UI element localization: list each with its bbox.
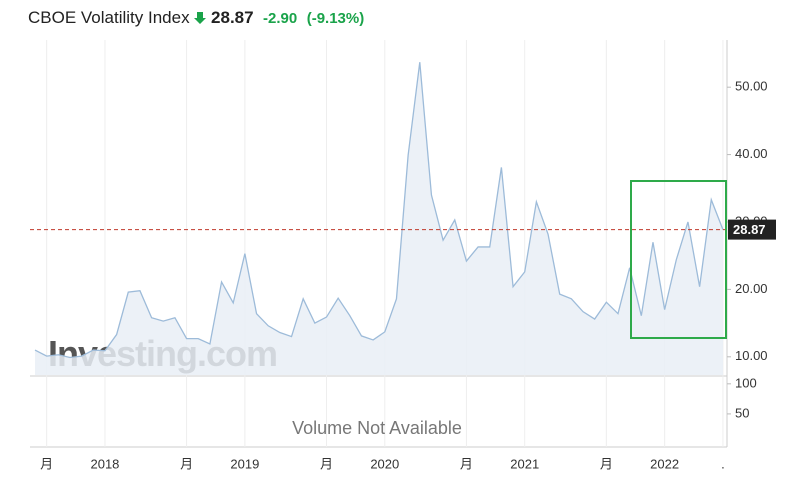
- y-tick-label: 10.00: [735, 348, 768, 363]
- area: [35, 62, 723, 375]
- price: 28.87: [211, 8, 254, 27]
- x-tick-label: .: [721, 456, 725, 471]
- x-tick-label: 2019: [230, 456, 259, 471]
- change-pct: (-9.13%): [306, 10, 365, 27]
- y-tick-label: 50.00: [735, 79, 768, 94]
- change: -2.90: [263, 10, 298, 27]
- x-tick-label: 月: [600, 456, 613, 471]
- volume-message: Volume Not Available: [292, 418, 462, 438]
- x-tick-label: 月: [40, 456, 53, 471]
- last-value-label: 28.87: [733, 222, 766, 237]
- x-tick-label: 2022: [650, 456, 679, 471]
- volume-tick-label: 100: [735, 375, 757, 390]
- volume-tick-label: 50: [735, 405, 749, 420]
- x-tick-label: 2018: [90, 456, 119, 471]
- x-tick-label: 2021: [510, 456, 539, 471]
- y-tick-label: 20.00: [735, 281, 768, 296]
- x-tick-label: 月: [320, 456, 333, 471]
- x-tick-label: 月: [180, 456, 193, 471]
- x-tick-label: 2020: [370, 456, 399, 471]
- x-tick-label: 月: [460, 456, 473, 471]
- header: CBOE Volatility Index 28.87 -2.90 (-9.13…: [28, 8, 364, 28]
- last-value-box: [728, 219, 776, 240]
- line: [34, 62, 724, 359]
- down-arrow: [194, 12, 207, 24]
- title: CBOE Volatility Index: [28, 8, 190, 27]
- y-tick-label: 40.00: [735, 146, 768, 161]
- highlight-box: [630, 180, 727, 339]
